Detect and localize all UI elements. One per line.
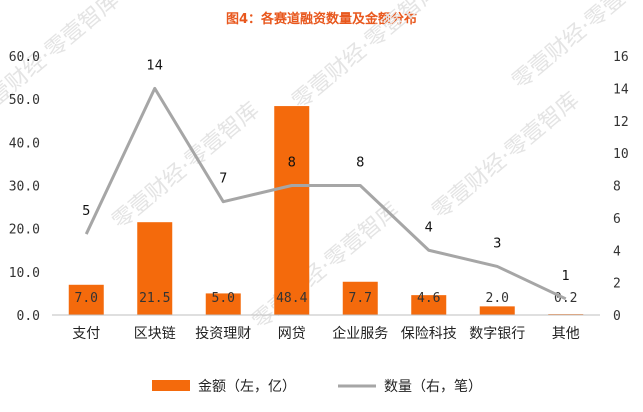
bar	[342, 281, 378, 315]
x-tick-label: 企业服务	[332, 325, 388, 342]
y-right-tick-label: 10	[613, 147, 629, 162]
y-right-tick-label: 16	[613, 50, 629, 65]
line-data-label: 3	[493, 236, 501, 251]
y-left-tick-label: 20.0	[9, 223, 40, 238]
y-right-tick-label: 6	[613, 212, 621, 227]
bar	[68, 284, 104, 315]
bar-data-label: 21.5	[139, 291, 170, 306]
y-right-tick-label: 8	[613, 180, 621, 195]
line-data-label: 5	[82, 204, 90, 219]
watermark-text: 零壹财经·零壹智库	[288, 0, 444, 115]
y-left-tick-label: 50.0	[9, 93, 40, 108]
line-data-label: 7	[219, 172, 227, 187]
y-right-tick-label: 14	[613, 82, 629, 97]
y-left-tick-label: 40.0	[9, 136, 40, 151]
y-left-tick-label: 60.0	[9, 50, 40, 65]
bar	[137, 222, 173, 315]
line-data-label: 1	[562, 269, 570, 284]
y-right-tick-label: 0	[613, 309, 621, 324]
bar	[479, 306, 515, 315]
watermark-text: 零壹财经·零壹智库	[508, 0, 643, 95]
y-right-tick-label: 2	[613, 277, 621, 292]
x-tick-label: 区块链	[134, 326, 176, 342]
bar-data-label: 7.7	[349, 291, 372, 306]
y-right-tick-label: 12	[613, 115, 629, 130]
bar-data-label: 7.0	[75, 291, 98, 306]
line-data-label: 8	[288, 156, 296, 171]
series-line	[84, 86, 567, 301]
line-data-label: 14	[146, 58, 163, 73]
x-tick-label: 投资理财	[195, 326, 251, 342]
bar-data-label: 2.0	[486, 291, 509, 306]
bar-data-label: 5.0	[212, 291, 235, 306]
bar	[205, 293, 241, 315]
line-data-label: 4	[425, 220, 433, 235]
watermark-text: 零壹财经·零壹智库	[248, 198, 404, 335]
y-left-tick-label: 0.0	[17, 309, 40, 324]
line-data-label: 8	[356, 156, 364, 171]
x-tick-label: 保险科技	[401, 326, 457, 342]
bar	[274, 106, 310, 315]
legend-bar-swatch	[152, 380, 190, 391]
bar-data-label: 48.4	[276, 291, 307, 306]
y-left-tick-label: 30.0	[9, 180, 40, 195]
watermark-text: 零壹财经·零壹智库	[108, 98, 264, 235]
x-tick-label: 数字银行	[469, 326, 525, 342]
bar-data-label: 4.6	[417, 291, 440, 306]
legend-line-label: 数量（右，笔）	[384, 379, 482, 395]
y-left-tick-label: 10.0	[9, 266, 40, 281]
legend-bar-label: 金额（左，亿）	[198, 379, 296, 395]
x-tick-label: 其他	[552, 326, 580, 342]
bar	[411, 295, 447, 315]
chart-title: 图4：各赛道融资数量及金额分布	[225, 12, 418, 27]
x-tick-label: 支付	[72, 326, 100, 342]
y-right-tick-label: 4	[613, 244, 621, 259]
x-tick-label: 网贷	[278, 326, 306, 342]
watermark-text: 零壹财经·零壹智库	[428, 88, 584, 225]
